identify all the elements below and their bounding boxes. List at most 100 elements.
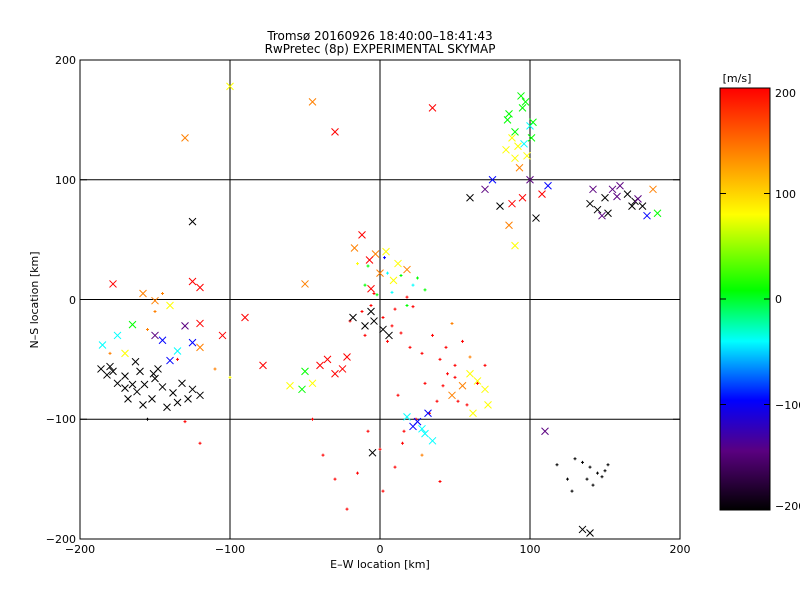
data-point-cross [458, 381, 467, 390]
data-point-cross [109, 280, 117, 288]
data-point-dot [363, 333, 367, 337]
data-point-cross [586, 199, 594, 208]
data-point-cross [371, 250, 380, 258]
data-point-cross [139, 401, 147, 409]
data-point-cross [367, 284, 375, 293]
data-point-cross [604, 209, 612, 218]
data-point-dot [606, 463, 610, 467]
data-point-cross [121, 372, 129, 380]
data-point-dot [405, 303, 409, 307]
colorbar-tick-label: 100 [775, 188, 796, 201]
data-point-cross [331, 127, 339, 136]
data-point-cross [365, 256, 374, 264]
data-point-cross [623, 190, 632, 198]
data-point-dot [383, 256, 386, 260]
data-point-dot [405, 295, 409, 299]
data-point-cross [538, 190, 546, 198]
data-point-cross [103, 371, 111, 379]
data-point-cross [166, 356, 174, 365]
data-point-cross [98, 341, 107, 349]
data-point-cross [484, 401, 492, 409]
data-point-dot [483, 363, 487, 367]
data-point-dot [399, 274, 403, 278]
data-point-cross [241, 313, 249, 322]
data-point-cross [308, 379, 317, 388]
data-point-cross [593, 205, 602, 214]
data-point-cross [338, 365, 347, 373]
colorbar: [m/s] 200 100 0 −100 −200 [719, 72, 800, 513]
x-tick-labels: −200 −100 0 100 200 [65, 543, 691, 556]
data-point-dot [591, 483, 595, 487]
data-point-dot [146, 327, 149, 331]
data-point-dot [573, 457, 577, 461]
data-point-dot [402, 429, 406, 433]
data-point-cross [634, 195, 642, 203]
data-point-cross [169, 389, 177, 397]
data-point-cross [505, 110, 513, 118]
data-point-cross [649, 185, 657, 194]
data-point-cross [106, 362, 114, 371]
data-point-dot [423, 381, 427, 385]
data-point-dot [366, 429, 370, 433]
data-point-dot [146, 417, 149, 421]
data-point-dot [581, 460, 584, 464]
data-point-cross [598, 211, 606, 220]
data-point-dot [176, 357, 179, 361]
data-point-cross [488, 175, 497, 184]
data-point-dot [476, 381, 479, 385]
data-point-dot [453, 375, 457, 379]
data-point-dot [161, 292, 164, 296]
y-tick-label: 100 [55, 174, 76, 187]
x-tick-label: −100 [215, 543, 245, 556]
data-point-dot [566, 477, 569, 481]
data-point-dot [386, 271, 389, 275]
data-point-cross [389, 276, 398, 285]
x-tick-label: 200 [670, 543, 691, 556]
data-point-dot [393, 307, 397, 311]
data-point-cross [532, 214, 540, 222]
data-point-cross [158, 336, 167, 345]
data-point-cross [403, 265, 411, 274]
data-point-dot [381, 315, 385, 319]
colorbar-tick-label: −200 [775, 500, 800, 513]
data-point-cross [316, 361, 324, 370]
x-tick-label: −200 [65, 543, 95, 556]
data-point-cross [113, 331, 122, 340]
data-point-dot [585, 477, 589, 481]
data-point-cross [481, 385, 489, 394]
data-point-cross [154, 365, 162, 373]
data-point-cross [188, 385, 197, 394]
data-point-dot [603, 469, 607, 473]
data-point-cross [473, 377, 482, 385]
data-point-cross [350, 244, 359, 252]
data-point-cross [502, 145, 510, 154]
colorbar-tick-label: 200 [775, 87, 796, 100]
data-point-cross [331, 369, 339, 378]
data-point-dot [435, 399, 439, 403]
data-point-dot [411, 305, 415, 309]
data-point-cross [184, 395, 192, 403]
data-point-dot [381, 489, 385, 493]
data-point-dot [416, 276, 419, 280]
data-point-cross [259, 361, 267, 370]
data-point-cross [503, 116, 512, 124]
data-point-cross [514, 142, 522, 151]
data-point-cross [523, 151, 531, 160]
data-point-cross [136, 367, 144, 376]
y-tick-label: −200 [46, 533, 76, 546]
y-tick-label: 0 [69, 294, 76, 307]
data-point-dot [333, 477, 337, 481]
data-point-dot [345, 507, 349, 511]
data-point-cross [109, 367, 117, 376]
data-point-dot [456, 399, 460, 403]
data-point-dot [600, 475, 604, 479]
data-point-dot [390, 290, 394, 294]
data-point-cross [421, 429, 429, 438]
data-point-cross [166, 301, 174, 310]
data-point-dot [386, 339, 389, 343]
data-point-cross [508, 199, 516, 208]
data-point-cross [196, 283, 204, 292]
data-point-dot [198, 441, 202, 445]
data-point-cross [376, 269, 384, 278]
